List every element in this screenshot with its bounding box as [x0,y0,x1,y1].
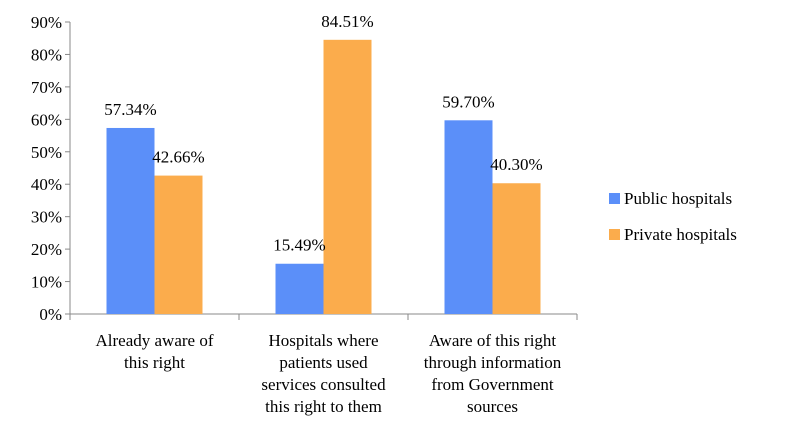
data-label: 57.34% [104,100,156,119]
x-category-label: services consulted [261,375,386,394]
legend-swatch [609,193,620,204]
legend-label: Private hospitals [624,225,737,244]
legend: Public hospitals Private hospitals [609,189,737,244]
data-label: 42.66% [152,148,204,167]
y-tick-label: 10% [31,273,62,292]
x-category-label: patients used [279,353,368,372]
x-axis: Already aware of this right Hospitals wher… [69,314,578,416]
y-axis: 0% 10% 20% 30% 40% 50% 60% 70% 80% 90% [31,13,70,324]
x-category-label: Already aware of [96,331,214,350]
y-tick-label: 50% [31,143,62,162]
y-tick-label: 20% [31,240,62,259]
data-label: 40.30% [490,155,542,174]
bar-private [323,39,372,314]
x-category-label: through information [424,353,562,372]
bars-group [106,39,541,314]
legend-label: Public hospitals [624,189,732,208]
bar-public [444,120,493,314]
x-category-label: sources [467,397,518,416]
y-tick-label: 0% [39,305,62,324]
x-category-label: Aware of this right [429,331,557,350]
y-tick-label: 90% [31,13,62,32]
y-tick-label: 30% [31,208,62,227]
bar-private [492,183,541,314]
y-tick-label: 40% [31,175,62,194]
x-category-label: from Government [431,375,554,394]
x-category-label: this right to them [265,397,382,416]
bar-public [106,127,155,314]
legend-swatch [609,229,620,240]
bar-public [275,263,324,314]
data-labels-group: 57.34% 15.49% 59.70% 42.66% 84.51% 40.30% [104,12,542,255]
y-tick-label: 60% [31,110,62,129]
x-category-label: Hospitals where [268,331,378,350]
bar-private [154,175,203,314]
x-category-label: this right [124,353,185,372]
y-tick-label: 80% [31,45,62,64]
data-label: 84.51% [321,12,373,31]
y-tick-label: 70% [31,78,62,97]
data-label: 59.70% [442,92,494,111]
data-label: 15.49% [273,236,325,255]
